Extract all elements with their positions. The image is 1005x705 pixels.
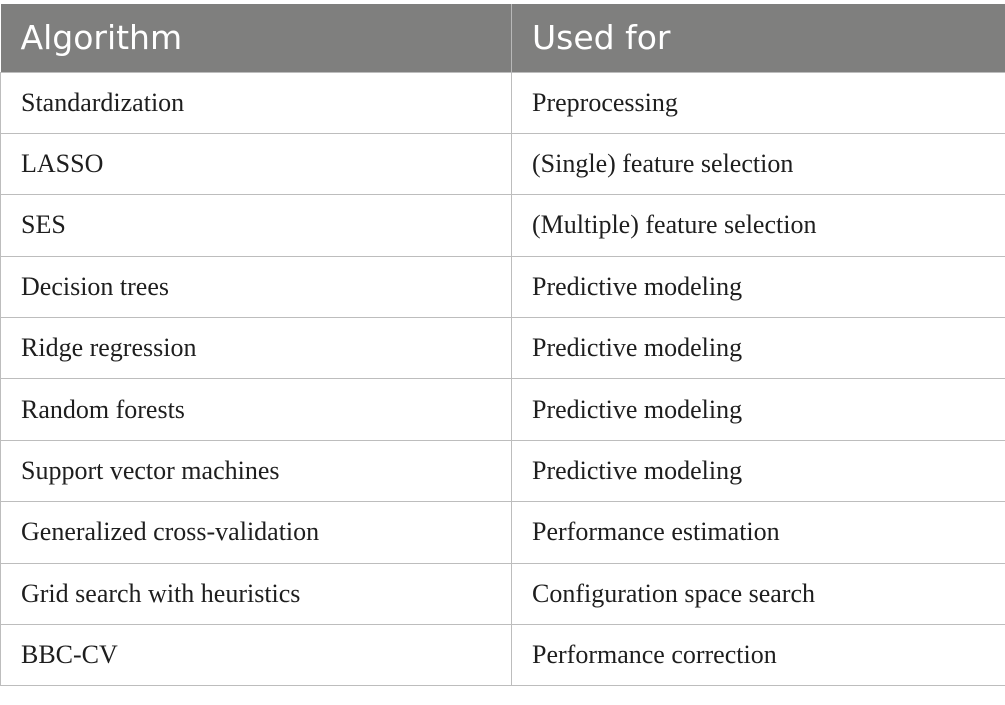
table-row: Ridge regression Predictive modeling xyxy=(0,317,1005,380)
used-for-cell: Performance correction xyxy=(511,624,1005,687)
table-row: Random forests Predictive modeling xyxy=(0,378,1005,441)
algorithm-cell: Ridge regression xyxy=(0,317,512,380)
used-for-cell: Predictive modeling xyxy=(511,439,1005,503)
table-row: BBC-CV Performance correction xyxy=(0,624,1005,687)
table-row: Decision trees Predictive modeling xyxy=(0,255,1005,319)
algorithm-cell: Support vector machines xyxy=(0,439,512,503)
algorithm-table-container: Algorithm Used for Standardization Prepr… xyxy=(0,4,1005,687)
used-for-cell: (Single) feature selection xyxy=(511,132,1005,196)
table-row: Standardization Preprocessing xyxy=(0,71,1005,134)
used-for-cell: Configuration space search xyxy=(511,562,1005,626)
used-for-cell: Predictive modeling xyxy=(511,317,1005,380)
algorithm-cell: Standardization xyxy=(0,71,512,134)
algorithm-cell: BBC-CV xyxy=(0,624,512,687)
table-header-row: Algorithm Used for xyxy=(0,4,1005,72)
header-algorithm: Algorithm xyxy=(0,4,512,72)
table-row: SES (Multiple) feature selection xyxy=(0,194,1005,257)
used-for-cell: Predictive modeling xyxy=(511,255,1005,319)
table-row: Grid search with heuristics Configuratio… xyxy=(0,562,1005,626)
algorithm-cell: LASSO xyxy=(0,132,512,196)
algorithm-cell: Grid search with heuristics xyxy=(0,562,512,626)
algorithm-cell: SES xyxy=(0,194,512,257)
used-for-cell: Preprocessing xyxy=(511,71,1005,134)
used-for-cell: Predictive modeling xyxy=(511,378,1005,441)
table-row: Support vector machines Predictive model… xyxy=(0,439,1005,503)
table-row: Generalized cross-validation Performance… xyxy=(0,501,1005,564)
algorithm-cell: Random forests xyxy=(0,378,512,441)
algorithm-table: Algorithm Used for Standardization Prepr… xyxy=(0,4,1005,687)
header-used-for: Used for xyxy=(511,4,1005,72)
used-for-cell: (Multiple) feature selection xyxy=(511,194,1005,257)
table-row: LASSO (Single) feature selection xyxy=(0,132,1005,196)
used-for-cell: Performance estimation xyxy=(511,501,1005,564)
algorithm-cell: Decision trees xyxy=(0,255,512,319)
algorithm-cell: Generalized cross-validation xyxy=(0,501,512,564)
